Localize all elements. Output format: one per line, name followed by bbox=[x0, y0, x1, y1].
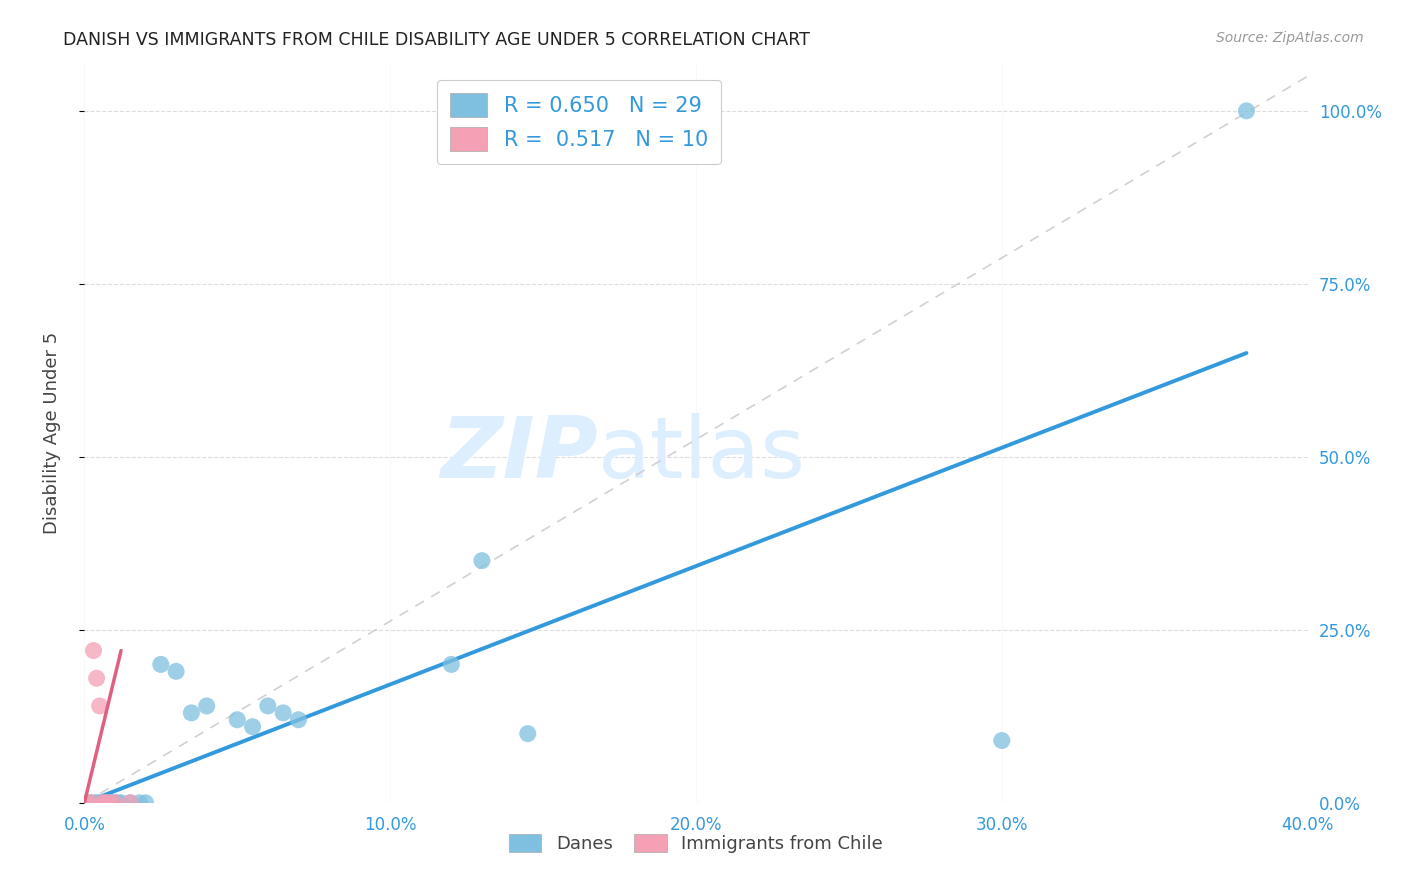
Point bbox=[110, 796, 132, 810]
Point bbox=[76, 796, 98, 810]
Point bbox=[86, 671, 108, 685]
Point bbox=[128, 796, 150, 810]
Point bbox=[94, 796, 117, 810]
Point bbox=[91, 796, 114, 810]
Point bbox=[83, 643, 105, 657]
Point bbox=[94, 796, 117, 810]
Point bbox=[135, 796, 157, 810]
Point bbox=[180, 706, 202, 720]
Point bbox=[120, 796, 142, 810]
Point bbox=[516, 726, 538, 740]
Text: DANISH VS IMMIGRANTS FROM CHILE DISABILITY AGE UNDER 5 CORRELATION CHART: DANISH VS IMMIGRANTS FROM CHILE DISABILI… bbox=[63, 31, 810, 49]
Point bbox=[107, 796, 129, 810]
Point bbox=[97, 796, 120, 810]
Point bbox=[195, 698, 218, 713]
Point bbox=[257, 698, 280, 713]
Point bbox=[97, 796, 120, 810]
Point bbox=[101, 796, 124, 810]
Y-axis label: Disability Age Under 5: Disability Age Under 5 bbox=[42, 332, 60, 533]
Point bbox=[165, 665, 187, 679]
Point bbox=[76, 796, 98, 810]
Point bbox=[89, 796, 111, 810]
Point bbox=[226, 713, 249, 727]
Point bbox=[89, 698, 111, 713]
Point bbox=[83, 796, 105, 810]
Legend: Danes, Immigrants from Chile: Danes, Immigrants from Chile bbox=[502, 827, 890, 861]
Point bbox=[287, 713, 309, 727]
Text: ZIP: ZIP bbox=[440, 413, 598, 496]
Point bbox=[242, 720, 264, 734]
Point bbox=[991, 733, 1014, 747]
Point bbox=[79, 796, 101, 810]
Point bbox=[120, 796, 142, 810]
Point bbox=[86, 796, 108, 810]
Text: atlas: atlas bbox=[598, 413, 806, 496]
Point bbox=[271, 706, 294, 720]
Point bbox=[471, 554, 494, 568]
Point bbox=[104, 796, 127, 810]
Point bbox=[79, 796, 101, 810]
Point bbox=[1236, 103, 1258, 118]
Point bbox=[91, 796, 114, 810]
Text: Source: ZipAtlas.com: Source: ZipAtlas.com bbox=[1216, 31, 1364, 45]
Point bbox=[440, 657, 463, 672]
Point bbox=[104, 796, 127, 810]
Point bbox=[149, 657, 172, 672]
